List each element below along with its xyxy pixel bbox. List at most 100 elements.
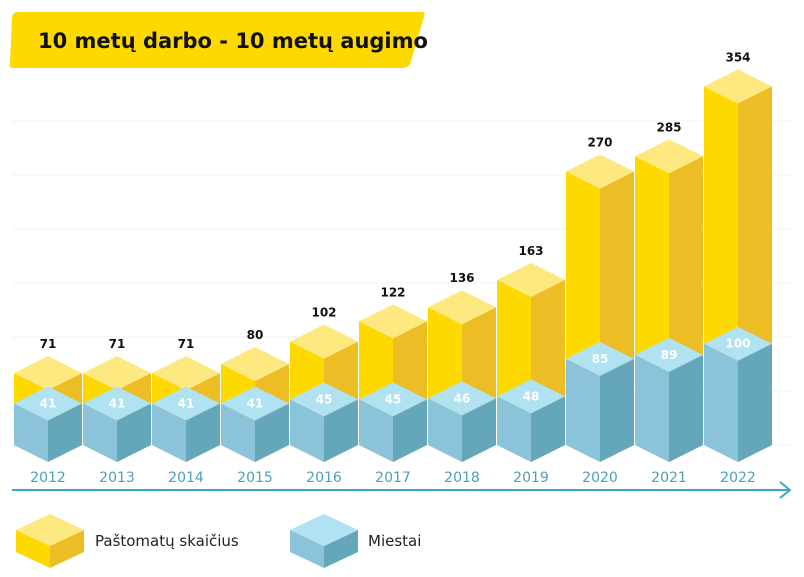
x-tick-label: 2018 [444,470,480,486]
bar-cities-2020 [566,341,634,462]
x-tick-label: 2013 [99,470,135,486]
data-label-cities: 41 [40,396,57,410]
bar-cities-2016 [290,382,358,462]
side-face [324,399,358,462]
x-tick-label: 2016 [306,470,342,486]
bar-cities-2012 [14,386,82,462]
front-face [704,343,738,462]
top-face [566,154,634,189]
top-face [428,290,496,325]
top-face [221,386,289,421]
front-face [635,354,669,462]
side-face [531,396,565,462]
data-label-parcel-lockers: 71 [109,337,126,351]
legend: Paštomatų skaičius Miestai [16,514,421,568]
top-face [83,356,151,391]
front-face [152,403,186,462]
data-label-parcel-lockers: 136 [449,271,474,285]
top-face [14,386,82,421]
bar-cities-2014 [152,386,220,462]
legend-label: Miestai [368,532,421,550]
side-face [48,403,82,462]
side-face [50,530,84,568]
value-labels: 71 41 71 41 71 41 80 41 102 45 122 45 136 46 163 48 270 8… [40,50,751,410]
side-face [324,530,358,568]
data-label-cities: 41 [247,396,264,410]
title-background [9,12,425,68]
top-face [635,337,703,372]
chart-title: 10 metų darbo - 10 metų augimo [38,29,428,53]
legend-item-parcel-lockers: Paštomatų skaičius [16,514,239,568]
front-face [497,396,531,462]
side-face [186,403,220,462]
front-face [428,398,462,462]
data-label-parcel-lockers: 71 [178,337,195,351]
data-label-parcel-lockers: 354 [725,50,750,64]
side-face [669,354,703,462]
front-face [83,403,117,462]
x-tick-label: 2019 [513,470,549,486]
data-label-parcel-lockers: 163 [518,244,543,258]
data-label-parcel-lockers: 285 [656,120,681,134]
data-label-parcel-lockers: 71 [40,337,57,351]
side-face [600,358,634,462]
legend-item-cities: Miestai [290,514,421,568]
top-face [14,356,82,391]
top-face [83,386,151,421]
front-face [14,403,48,462]
bar-cities-2013 [83,386,151,462]
front-face [290,530,324,568]
top-face [497,379,565,414]
data-label-cities: 89 [661,348,678,362]
data-label-parcel-lockers: 270 [587,135,612,149]
front-face [359,399,393,462]
side-face [462,398,496,462]
data-label-cities: 45 [385,392,402,406]
top-face [359,382,427,417]
x-tick-label: 2021 [651,470,687,486]
x-tick-label: 2015 [237,470,273,486]
data-label-cities: 85 [592,352,609,366]
x-tick-label: 2017 [375,470,411,486]
data-label-cities: 48 [523,389,540,403]
top-face [221,346,289,381]
data-label-cities: 45 [316,392,333,406]
front-face [221,403,255,462]
top-face [290,324,358,359]
front-face [290,399,324,462]
x-tick-label: 2020 [582,470,618,486]
top-face [635,139,703,174]
bars [14,69,772,463]
top-face [152,356,220,391]
yellow-cube-icon [16,514,84,568]
top-face [704,326,772,361]
legend-label: Paštomatų skaičius [95,532,239,550]
top-face [704,69,772,104]
top-face [566,341,634,376]
top-face [359,304,427,339]
side-face [255,403,289,462]
x-axis [12,481,792,499]
top-face [497,262,565,297]
data-label-parcel-lockers: 80 [247,328,264,342]
x-axis-arrow-icon [779,481,792,499]
bar-cities-2015 [221,386,289,462]
data-label-cities: 46 [454,391,471,405]
x-tick-label: 2012 [30,470,66,486]
side-face [117,403,151,462]
top-face [290,514,358,546]
title-banner: 10 metų darbo - 10 metų augimo [9,12,428,68]
top-face [16,514,84,546]
x-tick-labels: 2012 2013 2014 2015 2016 2017 2018 2019 2020 2021… [30,470,756,486]
front-face [566,358,600,462]
data-label-cities: 100 [725,337,750,351]
x-tick-label: 2022 [720,470,756,486]
top-face [428,381,496,416]
top-face [290,382,358,417]
side-face [738,343,772,462]
bar-cities-2017 [359,382,427,462]
data-label-parcel-lockers: 102 [311,306,336,320]
top-face [152,386,220,421]
bar-cities-2021 [635,337,703,462]
